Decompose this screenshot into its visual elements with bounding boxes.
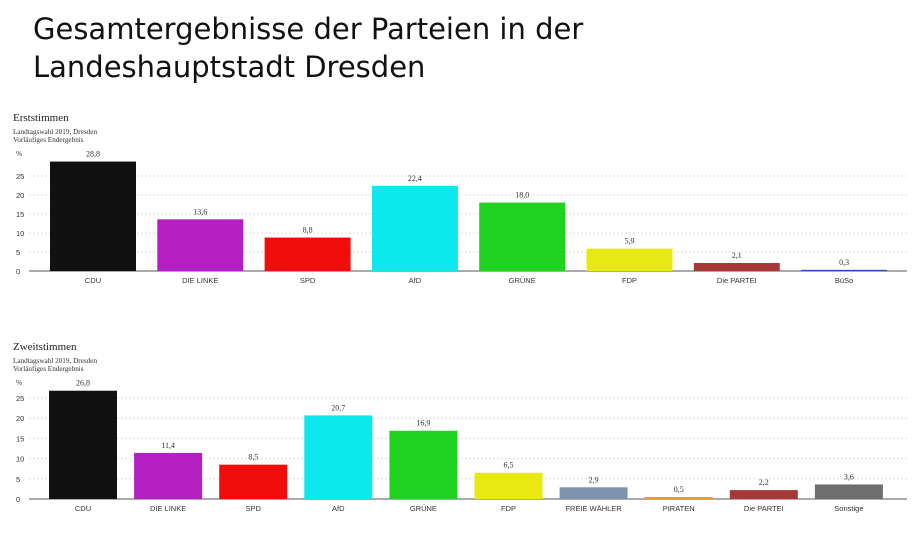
- y-tick-label: 20: [16, 414, 24, 423]
- x-tick-label: Die PARTEI: [744, 504, 784, 513]
- y-tick-label: 10: [16, 455, 24, 464]
- x-tick-label: FDP: [622, 276, 637, 285]
- bar-cdu: [50, 161, 136, 271]
- data-label: 13,6: [193, 207, 207, 216]
- data-label: 18,0: [515, 191, 529, 200]
- bar-afd: [304, 415, 373, 499]
- bar-sonstige: [814, 484, 883, 499]
- data-label: 26,8: [76, 379, 90, 388]
- zweitstimmen-chart: Zweitstimmen Landtagswahl 2019, DresdenVo…: [13, 341, 907, 513]
- bar-cdu: [49, 390, 117, 499]
- chart-subtitle-2: Vorläufiges Endergebnis: [13, 136, 84, 144]
- chart-subtitle-2: Vorläufiges Endergebnis: [13, 365, 84, 373]
- x-tick-label: AfD: [409, 276, 422, 285]
- y-axis-unit-label: %: [16, 378, 22, 387]
- data-label: 0,3: [839, 258, 849, 267]
- x-tick-label: BüSo: [835, 276, 853, 285]
- chart-subtitle: Landtagswahl 2019, Dresden: [13, 128, 97, 136]
- bar-freie-wähler: [559, 487, 628, 499]
- bar-spd: [219, 464, 288, 499]
- x-tick-label: Sonstige: [834, 504, 863, 513]
- bar-grüne: [389, 430, 458, 499]
- bar-afd: [371, 185, 458, 271]
- page-title-line-1: Gesamtergebnisse der Parteien in der: [33, 12, 584, 46]
- x-tick-label: DIE LINKE: [182, 276, 218, 285]
- y-tick-label: 10: [16, 229, 24, 238]
- y-tick-label: 5: [16, 475, 20, 484]
- y-tick-label: 15: [16, 434, 24, 443]
- data-label: 5,9: [625, 237, 635, 246]
- bar-die-linke: [134, 452, 203, 499]
- y-tick-label: 25: [16, 172, 24, 181]
- x-tick-label: GRÜNE: [410, 504, 437, 513]
- y-tick-label: 15: [16, 210, 24, 219]
- bar-die-partei: [693, 263, 780, 271]
- bar-die-partei: [729, 490, 798, 499]
- x-tick-label: SPD: [245, 504, 261, 513]
- bar-fdp: [586, 248, 673, 271]
- erststimmen-chart: Erststimmen Landtagswahl 2019, DresdenVor…: [13, 112, 907, 285]
- y-tick-label: 0: [16, 495, 20, 504]
- bar-spd: [264, 237, 351, 271]
- data-label: 28,8: [86, 150, 100, 159]
- x-tick-label: FDP: [501, 504, 516, 513]
- y-tick-label: 5: [16, 248, 20, 257]
- bar-grüne: [479, 202, 566, 271]
- y-tick-label: 0: [16, 267, 20, 276]
- data-label: 0,5: [674, 485, 684, 494]
- x-tick-label: GRÜNE: [509, 276, 536, 285]
- x-tick-label: PIRATEN: [663, 504, 695, 513]
- data-label: 8,5: [248, 453, 258, 462]
- x-tick-label: DIE LINKE: [150, 504, 186, 513]
- chart-title: Zweitstimmen: [13, 341, 77, 353]
- data-label: 2,1: [732, 251, 742, 260]
- data-label: 2,2: [759, 478, 769, 487]
- chart-title: Erststimmen: [13, 112, 69, 124]
- data-label: 20,7: [331, 403, 345, 412]
- x-tick-label: FREIE WÄHLER: [565, 504, 622, 513]
- y-tick-label: 25: [16, 394, 24, 403]
- bar-fdp: [474, 472, 543, 499]
- bar-büso: [801, 269, 888, 271]
- page-title-line-2: Landeshauptstadt Dresden: [33, 50, 426, 84]
- x-tick-label: Die PARTEI: [717, 276, 757, 285]
- chart-subtitle: Landtagswahl 2019, Dresden: [13, 357, 97, 365]
- data-label: 16,9: [416, 419, 430, 428]
- data-label: 11,4: [161, 441, 175, 450]
- x-tick-label: AfD: [332, 504, 345, 513]
- x-tick-label: SPD: [300, 276, 316, 285]
- y-tick-label: 20: [16, 191, 24, 200]
- y-axis-unit-label: %: [16, 149, 22, 158]
- bar-piraten: [644, 496, 713, 499]
- page-title: Gesamtergebnisse der Parteien in der Lan…: [33, 10, 583, 86]
- data-label: 22,4: [408, 174, 422, 183]
- x-tick-label: CDU: [75, 504, 91, 513]
- data-label: 8,8: [303, 226, 313, 235]
- x-tick-label: CDU: [85, 276, 101, 285]
- bar-die-linke: [157, 219, 244, 271]
- data-label: 3,6: [844, 472, 854, 481]
- data-label: 6,5: [504, 461, 514, 470]
- data-label: 2,9: [589, 475, 599, 484]
